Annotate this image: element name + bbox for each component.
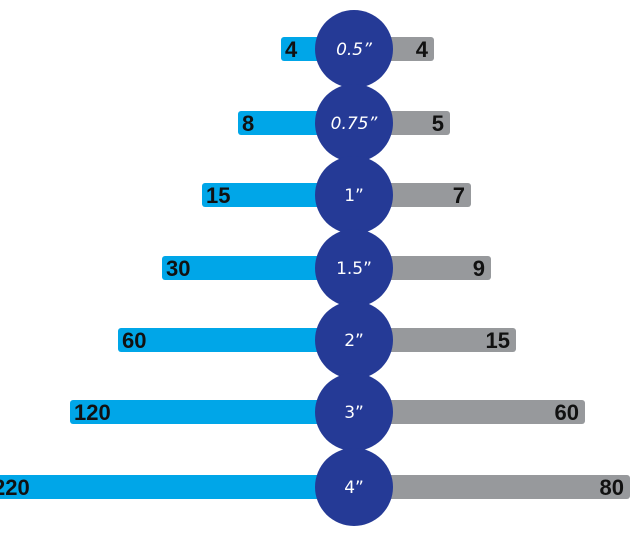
right-bar bbox=[387, 111, 450, 135]
size-label: 4” bbox=[344, 478, 364, 498]
right-bar bbox=[387, 183, 471, 207]
right-bar bbox=[387, 37, 434, 61]
size-circle bbox=[315, 301, 393, 379]
right-value-label: 5 bbox=[432, 111, 444, 136]
left-value-label: 8 bbox=[242, 111, 254, 136]
right-value-label: 15 bbox=[486, 328, 510, 353]
left-value-label: 120 bbox=[74, 400, 111, 425]
left-bar bbox=[70, 400, 321, 424]
right-value-label: 60 bbox=[555, 400, 579, 425]
left-bar bbox=[162, 256, 321, 280]
left-bar bbox=[238, 111, 321, 135]
size-label: 3” bbox=[344, 403, 364, 423]
left-value-label: 15 bbox=[206, 183, 230, 208]
left-bar bbox=[202, 183, 321, 207]
left-bar bbox=[118, 328, 321, 352]
size-circle bbox=[315, 448, 393, 526]
size-circle bbox=[315, 84, 393, 162]
size-label: 2” bbox=[344, 331, 364, 351]
size-label: 0.75” bbox=[331, 114, 378, 134]
right-bar bbox=[387, 400, 585, 424]
left-value-label: 60 bbox=[122, 328, 146, 353]
size-label: 1” bbox=[344, 186, 364, 206]
size-circle bbox=[315, 229, 393, 307]
right-value-label: 4 bbox=[416, 37, 429, 62]
left-value-label: 220 bbox=[0, 475, 30, 500]
right-bar bbox=[387, 328, 516, 352]
size-circle bbox=[315, 373, 393, 451]
left-value-label: 4 bbox=[285, 37, 298, 62]
size-label: 1.5” bbox=[336, 259, 372, 279]
left-value-label: 30 bbox=[166, 256, 190, 281]
size-circle bbox=[315, 10, 393, 88]
left-bar bbox=[281, 37, 321, 61]
left-bar bbox=[0, 475, 321, 499]
right-value-label: 80 bbox=[600, 475, 624, 500]
right-value-label: 9 bbox=[473, 256, 485, 281]
right-value-label: 7 bbox=[453, 183, 465, 208]
size-label: 0.5” bbox=[336, 40, 372, 60]
right-bar bbox=[387, 256, 491, 280]
right-bar bbox=[387, 475, 630, 499]
size-circle bbox=[315, 156, 393, 234]
